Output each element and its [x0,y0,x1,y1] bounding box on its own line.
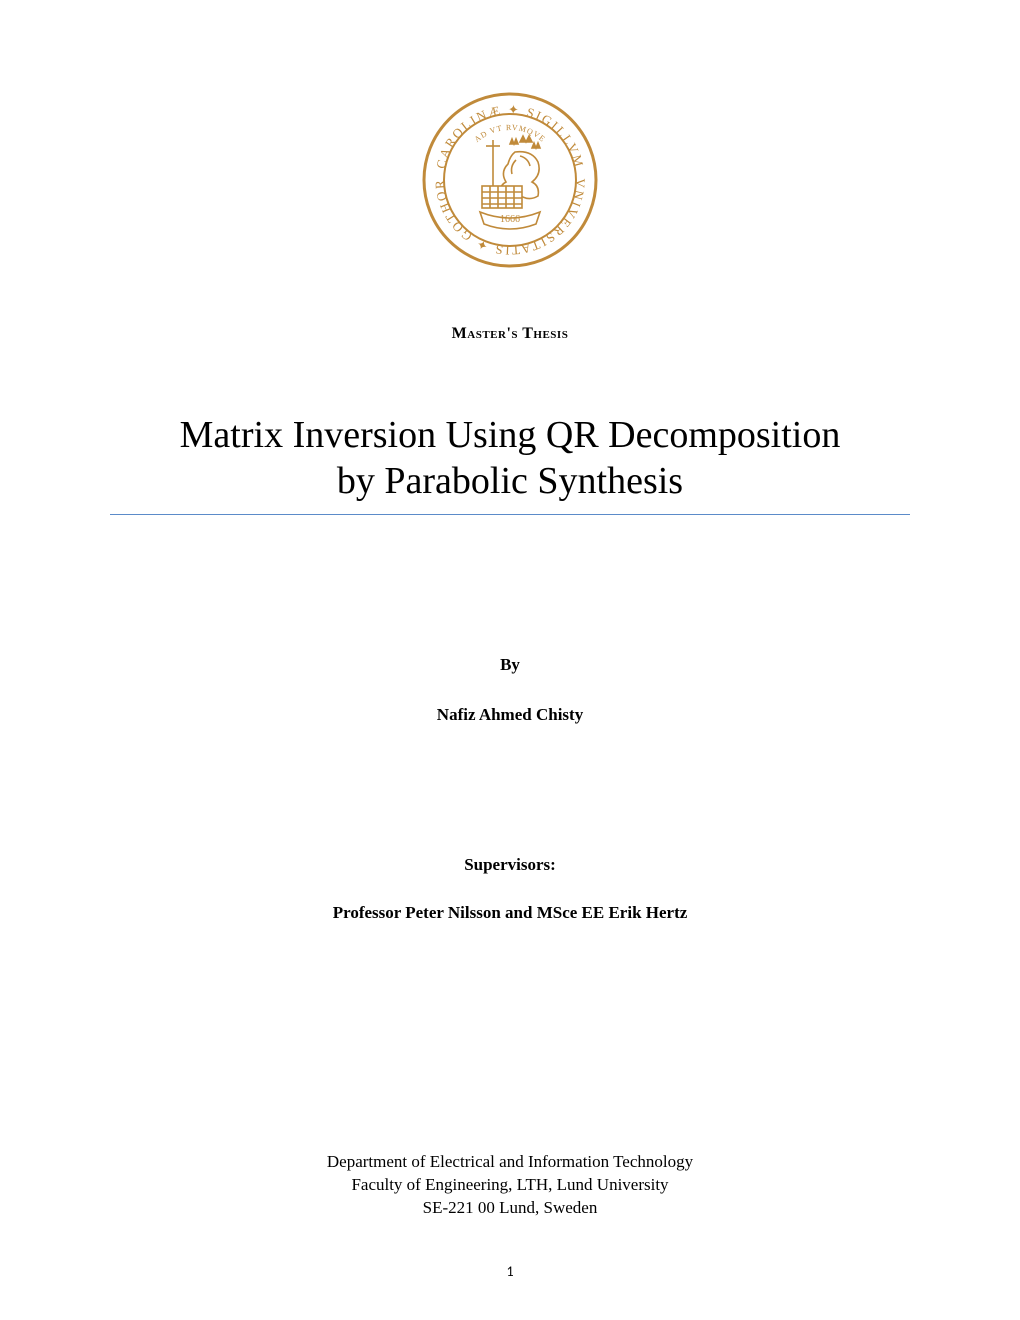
author-name: Nafiz Ahmed Chisty [437,705,583,725]
title-block: Matrix Inversion Using QR Decomposition … [110,413,910,515]
seal-year: 1666 [500,214,520,225]
supervisors-names: Professor Peter Nilsson and MSce EE Erik… [333,903,688,923]
page-number: 1 [0,1263,1020,1280]
department-block: Department of Electrical and Information… [0,1151,1020,1220]
department-line-3: SE-221 00 Lund, Sweden [0,1197,1020,1220]
university-seal: CAROLINÆ ✦ SIGILLVM VNIVERSITATIS ✦ GOTH… [420,90,600,275]
title-line-2: by Parabolic Synthesis [110,459,910,505]
supervisors-label: Supervisors: [464,855,556,875]
department-line-1: Department of Electrical and Information… [0,1151,1020,1174]
thesis-type-label: Master's Thesis [452,325,569,343]
by-label: By [500,655,520,675]
title-line-1: Matrix Inversion Using QR Decomposition [110,413,910,459]
department-line-2: Faculty of Engineering, LTH, Lund Univer… [0,1174,1020,1197]
